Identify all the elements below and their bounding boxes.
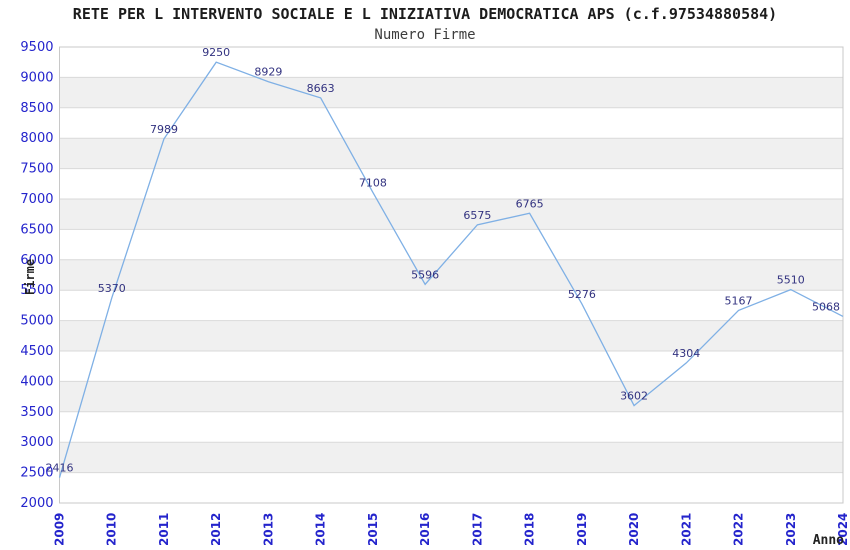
data-line-numero-firme bbox=[58, 61, 844, 478]
y-tick-label: 8500 bbox=[20, 101, 53, 116]
x-tick-label: 2020 bbox=[627, 513, 641, 546]
y-tick-label: 9000 bbox=[20, 70, 53, 85]
x-tick-label: 2024 bbox=[836, 513, 850, 546]
data-point-label: 6765 bbox=[516, 197, 544, 210]
x-tick-label: 2011 bbox=[157, 513, 171, 546]
x-tick-label: 2022 bbox=[732, 513, 746, 546]
x-tick-label: 2023 bbox=[784, 513, 798, 546]
plot-band bbox=[59, 320, 843, 351]
plot-band bbox=[59, 199, 843, 230]
plot-band bbox=[59, 259, 843, 291]
x-tick-label: 2018 bbox=[523, 513, 537, 546]
x-tick-label: 2021 bbox=[679, 513, 693, 546]
x-tick-label: 2015 bbox=[366, 513, 380, 546]
x-tick-label: 2009 bbox=[53, 513, 67, 546]
plot-band bbox=[59, 168, 843, 199]
plot-band bbox=[59, 77, 843, 108]
y-tick-label: 3500 bbox=[20, 405, 53, 420]
y-tick-label: 6500 bbox=[20, 222, 53, 237]
x-tick-label: 2019 bbox=[575, 513, 589, 546]
y-tick-label: 6000 bbox=[20, 253, 53, 268]
x-tick-label: 2016 bbox=[418, 513, 432, 546]
plot-band bbox=[59, 138, 843, 169]
data-point-label: 5167 bbox=[725, 294, 753, 307]
y-tick-label: 3000 bbox=[20, 435, 53, 450]
y-tick-label: 9500 bbox=[20, 40, 53, 55]
x-tick-label: 2017 bbox=[470, 513, 484, 546]
data-point-label: 7989 bbox=[150, 123, 178, 136]
y-tick-label: 8000 bbox=[20, 131, 53, 146]
y-tick-label: 5500 bbox=[20, 283, 53, 298]
data-point-label: 2416 bbox=[46, 462, 74, 475]
data-point-label: 8663 bbox=[307, 82, 335, 95]
plot-band bbox=[59, 381, 843, 412]
data-point-label: 8929 bbox=[254, 66, 282, 79]
plot-band bbox=[59, 47, 843, 78]
y-tick-label: 7500 bbox=[20, 162, 53, 177]
plot-band bbox=[59, 107, 843, 139]
x-tick-label: 2010 bbox=[105, 513, 119, 546]
y-axis-title: Firme bbox=[23, 258, 37, 296]
data-point-label: 5276 bbox=[568, 288, 596, 301]
chart-subtitle: Numero Firme bbox=[374, 27, 476, 43]
data-point-label: 7108 bbox=[359, 176, 387, 189]
x-tick-label: 2012 bbox=[209, 513, 223, 546]
data-point-label: 4304 bbox=[672, 347, 700, 360]
data-point-label: 9250 bbox=[202, 46, 230, 59]
chart-title: RETE PER L INTERVENTO SOCIALE E L INIZIA… bbox=[72, 5, 778, 23]
data-point-label: 5510 bbox=[777, 274, 805, 287]
data-point-label: 5068 bbox=[812, 300, 840, 313]
data-point-label: 6575 bbox=[463, 209, 491, 222]
y-tick-label: 5000 bbox=[20, 314, 53, 329]
plot-band bbox=[59, 411, 843, 443]
y-tick-label: 4000 bbox=[20, 374, 53, 389]
y-tick-label: 2500 bbox=[20, 466, 53, 481]
y-tick-label: 2000 bbox=[20, 496, 53, 511]
data-point-label: 5596 bbox=[411, 268, 439, 281]
y-tick-label: 4500 bbox=[20, 344, 53, 359]
plot-border bbox=[59, 46, 844, 504]
x-tick-label: 2014 bbox=[314, 513, 328, 546]
data-point-label: 3602 bbox=[620, 390, 648, 403]
plot-band bbox=[59, 472, 843, 503]
plot-band bbox=[59, 351, 843, 382]
plot-band bbox=[59, 290, 843, 321]
x-axis-title: Anno bbox=[812, 533, 844, 548]
y-tick-label: 7000 bbox=[20, 192, 53, 207]
x-tick-label: 2013 bbox=[261, 513, 275, 546]
plot-band bbox=[59, 442, 843, 473]
data-point-label: 5370 bbox=[98, 282, 126, 295]
